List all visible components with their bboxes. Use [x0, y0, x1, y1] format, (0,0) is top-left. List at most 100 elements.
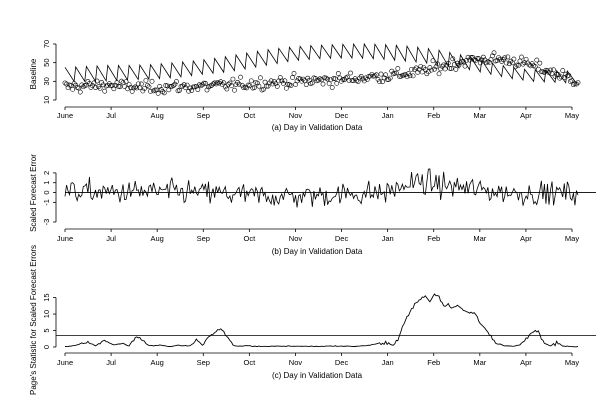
- x-tick-label: Dec: [335, 111, 349, 120]
- observed-point: [413, 65, 419, 71]
- observed-point: [410, 73, 416, 79]
- observed-point: [393, 70, 399, 76]
- observed-point: [70, 86, 76, 92]
- observed-point: [502, 55, 508, 61]
- observed-point: [254, 80, 260, 86]
- observed-point: [450, 56, 456, 62]
- observed-point: [480, 54, 486, 60]
- y-tick-label: 0: [42, 190, 51, 194]
- observed-point: [575, 80, 581, 85]
- observed-point: [290, 75, 295, 80]
- observed-point: [430, 58, 436, 64]
- observed-point: [138, 81, 144, 87]
- observed-point: [97, 85, 103, 91]
- observed-point: [511, 56, 517, 62]
- x-tick-label: Jan: [382, 111, 394, 120]
- observed-point: [160, 89, 166, 94]
- observed-point: [102, 88, 108, 94]
- observed-point: [146, 84, 152, 90]
- x-tick-label: Feb: [427, 234, 440, 243]
- x-tick-label: May: [565, 234, 579, 243]
- observed-point: [419, 69, 425, 75]
- observed-point: [157, 84, 163, 89]
- observed-point: [348, 70, 353, 76]
- x-tick-label: Jul: [106, 358, 116, 367]
- observed-point: [288, 83, 294, 88]
- observed-point: [461, 59, 466, 65]
- observed-point: [174, 79, 179, 84]
- observed-point: [236, 81, 242, 87]
- observed-point: [358, 74, 364, 79]
- y-tick-label: -1: [42, 199, 51, 206]
- x-tick-label: Apr: [520, 358, 532, 367]
- panel-b: -3 -1 0 1 2 June Jul Aug Sep Oct Nov Dec Jan Feb Mar A…: [29, 154, 596, 256]
- observed-point: [300, 76, 306, 82]
- observed-point: [164, 83, 170, 89]
- observed-point: [409, 66, 414, 72]
- panel-a-xlabel: (a) Day in Validation Data: [272, 123, 363, 132]
- observed-point: [317, 76, 323, 82]
- observed-point: [201, 80, 207, 86]
- observed-point: [193, 83, 199, 89]
- observed-point: [491, 50, 497, 56]
- observed-point: [490, 53, 495, 59]
- observed-point: [143, 78, 149, 83]
- x-tick-label: Feb: [427, 358, 440, 367]
- x-tick-label: Mar: [473, 234, 486, 243]
- observed-point: [335, 71, 341, 76]
- observed-point: [558, 74, 564, 80]
- y-tick-label: 2: [42, 171, 51, 175]
- observed-point: [268, 78, 274, 84]
- observed-point: [422, 67, 428, 72]
- observed-point: [372, 73, 378, 79]
- observed-point: [265, 83, 271, 89]
- observed-point: [526, 62, 532, 68]
- observed-point: [247, 83, 253, 89]
- observed-point: [415, 69, 421, 75]
- observed-point: [361, 78, 367, 84]
- observed-point: [230, 76, 236, 82]
- y-tick-label: 10: [42, 96, 51, 104]
- observed-point: [212, 80, 218, 86]
- observed-point: [232, 87, 237, 93]
- observed-point: [436, 71, 442, 77]
- y-tick-label: 0: [42, 345, 51, 349]
- panel-c-xlabel: (c) Day in Validation Data: [272, 371, 363, 380]
- observed-point: [367, 73, 373, 79]
- x-tick-label: Jan: [382, 234, 394, 243]
- observed-point: [496, 55, 502, 60]
- observed-point: [77, 89, 83, 95]
- observed-point: [210, 81, 216, 87]
- observed-point: [438, 66, 443, 72]
- observed-point: [407, 73, 413, 79]
- x-tick-label: Apr: [520, 111, 532, 120]
- observed-point: [279, 78, 285, 84]
- observed-point: [152, 87, 158, 93]
- observed-point: [94, 78, 100, 84]
- observed-point: [448, 66, 454, 71]
- x-tick-label: Sep: [197, 111, 210, 120]
- observed-point: [346, 78, 352, 83]
- y-tick-label: 50: [42, 58, 51, 66]
- observed-point: [187, 85, 193, 91]
- observed-point: [261, 86, 266, 92]
- observed-point: [516, 63, 521, 68]
- observed-point: [320, 81, 326, 87]
- observed-point: [204, 87, 210, 93]
- x-tick-label: May: [565, 358, 579, 367]
- x-tick-label: Mar: [473, 358, 486, 367]
- observed-point: [132, 84, 138, 90]
- observed-point: [280, 81, 286, 86]
- panel-c: 0 5 10 15 June Jul Aug Sep Oct Nov Dec Jan Feb Mar Ap…: [29, 245, 596, 395]
- x-tick-label: Aug: [151, 111, 164, 120]
- observed-point: [227, 80, 233, 86]
- x-tick-label: Oct: [244, 234, 257, 243]
- x-tick-label: Oct: [244, 358, 257, 367]
- observed-point: [283, 85, 289, 91]
- observed-point: [332, 76, 338, 82]
- observed-point: [171, 83, 176, 89]
- observed-point: [123, 79, 129, 85]
- observed-point: [258, 75, 263, 81]
- observed-point: [291, 70, 297, 76]
- observed-point: [184, 82, 190, 88]
